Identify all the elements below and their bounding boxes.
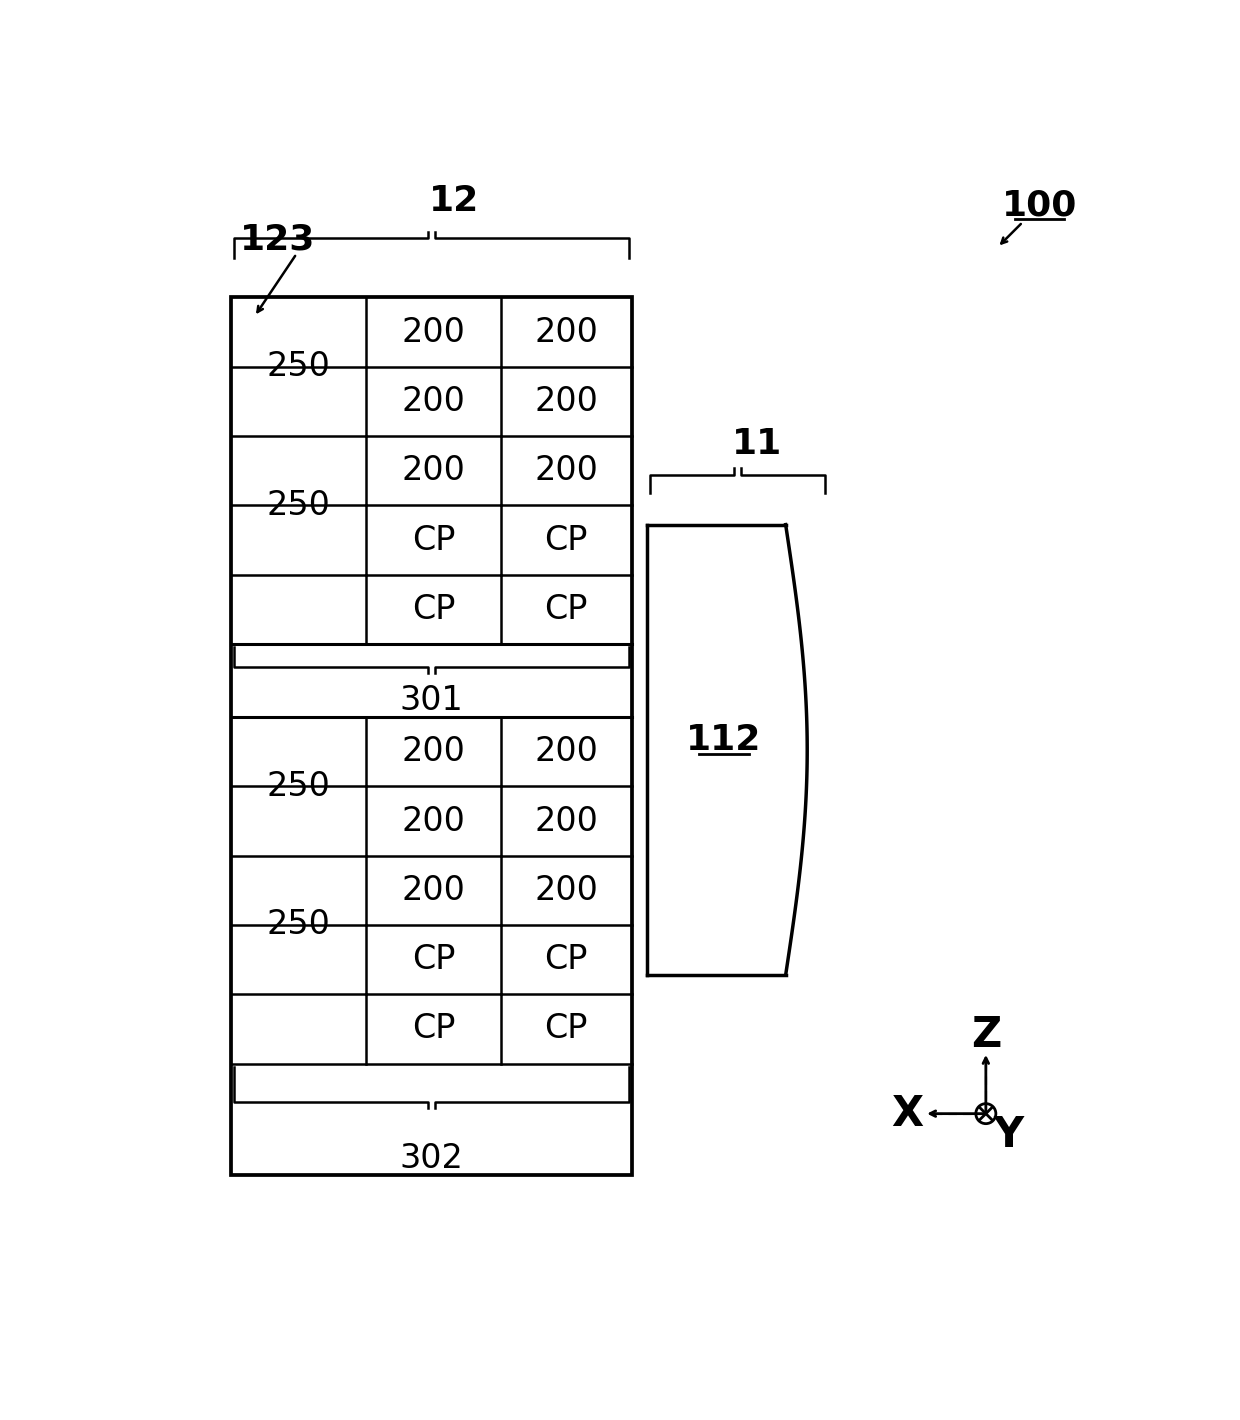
Text: 200: 200 bbox=[402, 454, 465, 487]
Text: 250: 250 bbox=[267, 909, 331, 941]
Text: 200: 200 bbox=[402, 385, 465, 417]
Text: 100: 100 bbox=[1002, 187, 1078, 222]
Bar bbox=[231, 297, 631, 1176]
Text: X: X bbox=[892, 1092, 924, 1135]
Text: CP: CP bbox=[412, 524, 455, 557]
Text: 123: 123 bbox=[239, 223, 315, 257]
Text: 200: 200 bbox=[402, 315, 465, 348]
Text: 200: 200 bbox=[534, 385, 598, 417]
Text: 200: 200 bbox=[534, 873, 598, 907]
Text: 200: 200 bbox=[534, 805, 598, 838]
Text: 250: 250 bbox=[267, 488, 331, 523]
Text: Z: Z bbox=[971, 1014, 1001, 1056]
Text: 200: 200 bbox=[534, 736, 598, 768]
Text: CP: CP bbox=[412, 592, 455, 626]
Text: 250: 250 bbox=[267, 351, 331, 383]
Text: 200: 200 bbox=[402, 736, 465, 768]
Text: 200: 200 bbox=[534, 315, 598, 348]
Text: 250: 250 bbox=[267, 770, 331, 802]
Text: CP: CP bbox=[412, 943, 455, 976]
Text: CP: CP bbox=[544, 943, 588, 976]
Text: CP: CP bbox=[544, 524, 588, 557]
Text: 112: 112 bbox=[687, 723, 761, 757]
Text: Y: Y bbox=[994, 1115, 1024, 1156]
Text: 12: 12 bbox=[429, 185, 480, 219]
Text: 11: 11 bbox=[732, 427, 782, 460]
Text: 200: 200 bbox=[402, 805, 465, 838]
Text: CP: CP bbox=[544, 1012, 588, 1045]
Text: CP: CP bbox=[412, 1012, 455, 1045]
Text: 302: 302 bbox=[399, 1142, 464, 1174]
Text: 301: 301 bbox=[399, 683, 464, 717]
Text: 200: 200 bbox=[534, 454, 598, 487]
Text: 200: 200 bbox=[402, 873, 465, 907]
Text: CP: CP bbox=[544, 592, 588, 626]
